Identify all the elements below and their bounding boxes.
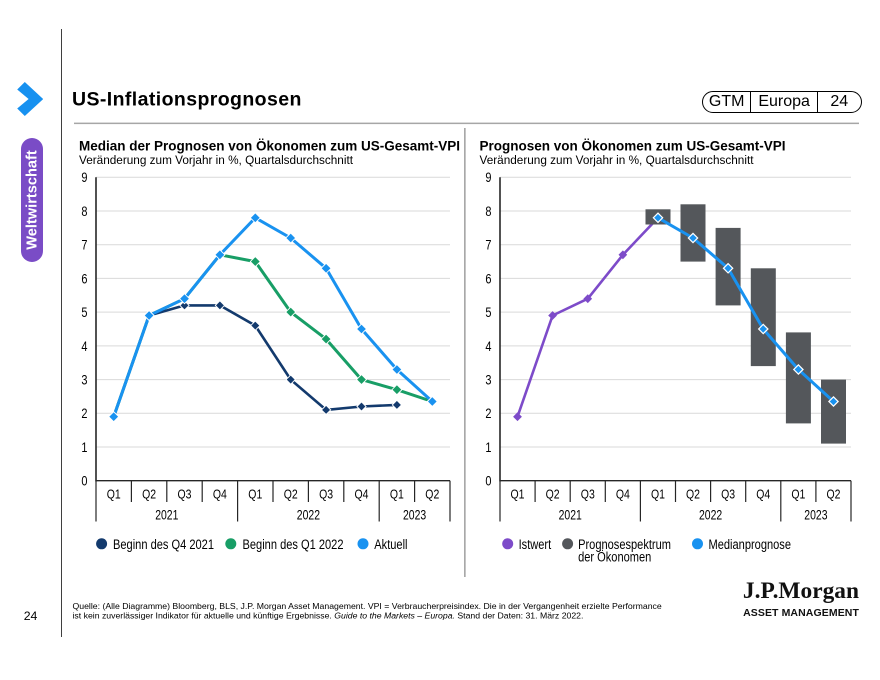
svg-text:Aktuell: Aktuell <box>374 537 407 552</box>
svg-text:8: 8 <box>81 204 87 219</box>
svg-text:Q1: Q1 <box>651 487 665 502</box>
svg-text:24: 24 <box>24 609 38 623</box>
svg-text:Q4: Q4 <box>616 487 630 502</box>
svg-text:9: 9 <box>81 170 87 185</box>
svg-text:3: 3 <box>81 373 87 388</box>
svg-text:Q2: Q2 <box>546 487 560 502</box>
svg-text:0: 0 <box>81 474 87 489</box>
svg-text:2: 2 <box>81 406 87 421</box>
svg-text:Quelle: (Alle Diagramme) Bloom: Quelle: (Alle Diagramme) Bloomberg, BLS,… <box>73 601 662 611</box>
svg-text:2023: 2023 <box>403 508 426 523</box>
svg-text:4: 4 <box>81 339 87 354</box>
svg-text:Medianprognose: Medianprognose <box>709 537 792 552</box>
svg-text:4: 4 <box>485 339 491 354</box>
svg-text:2021: 2021 <box>559 508 582 523</box>
svg-text:Q4: Q4 <box>213 487 227 502</box>
svg-text:der Ökonomen: der Ökonomen <box>578 550 651 565</box>
svg-text:Q2: Q2 <box>425 487 439 502</box>
svg-text:Q1: Q1 <box>248 487 262 502</box>
svg-text:0: 0 <box>485 474 491 489</box>
svg-text:7: 7 <box>485 238 491 253</box>
svg-text:6: 6 <box>485 271 491 286</box>
svg-text:2021: 2021 <box>155 508 178 523</box>
svg-text:Q2: Q2 <box>142 487 156 502</box>
svg-text:J.P.Morgan: J.P.Morgan <box>743 578 859 604</box>
svg-text:2022: 2022 <box>699 508 722 523</box>
svg-text:Q2: Q2 <box>284 487 298 502</box>
svg-text:2: 2 <box>485 406 491 421</box>
svg-text:Q3: Q3 <box>319 487 333 502</box>
svg-text:Q2: Q2 <box>686 487 700 502</box>
svg-text:Q4: Q4 <box>756 487 770 502</box>
svg-text:Q2: Q2 <box>827 487 841 502</box>
svg-text:Q3: Q3 <box>178 487 192 502</box>
svg-text:Istwert: Istwert <box>519 537 552 552</box>
svg-text:5: 5 <box>81 305 87 320</box>
svg-text:Beginn des Q4 2021: Beginn des Q4 2021 <box>113 537 214 552</box>
svg-text:Median der Prognosen von Ökono: Median der Prognosen von Ökonomen zum US… <box>79 138 460 153</box>
svg-text:6: 6 <box>81 271 87 286</box>
svg-text:Prognosen von Ökonomen zum US-: Prognosen von Ökonomen zum US-Gesamt-VPI <box>480 138 786 153</box>
svg-text:US-Inflationsprognosen: US-Inflationsprognosen <box>72 89 302 111</box>
svg-text:Veränderung zum Vorjahr in %,: Veränderung zum Vorjahr in %, Quartalsdu… <box>480 153 755 167</box>
svg-text:Q1: Q1 <box>390 487 404 502</box>
svg-text:Q1: Q1 <box>511 487 525 502</box>
svg-text:7: 7 <box>81 238 87 253</box>
svg-text:9: 9 <box>485 170 491 185</box>
svg-text:ist kein zuverlässiger Indikat: ist kein zuverlässiger Indikator für akt… <box>73 610 584 620</box>
svg-text:Q3: Q3 <box>721 487 735 502</box>
svg-text:2022: 2022 <box>297 508 320 523</box>
svg-text:Q1: Q1 <box>791 487 805 502</box>
svg-text:5: 5 <box>485 305 491 320</box>
svg-text:Weltwirtschaft: Weltwirtschaft <box>25 150 41 250</box>
svg-text:1: 1 <box>81 440 87 455</box>
svg-text:Q3: Q3 <box>581 487 595 502</box>
svg-text:1: 1 <box>485 440 491 455</box>
svg-text:Q1: Q1 <box>107 487 121 502</box>
svg-text:Prognosespektrum: Prognosespektrum <box>578 537 671 552</box>
svg-text:ASSET MANAGEMENT: ASSET MANAGEMENT <box>743 607 859 619</box>
svg-text:Veränderung zum Vorjahr in %,: Veränderung zum Vorjahr in %, Quartalsdu… <box>79 153 354 167</box>
svg-text:8: 8 <box>485 204 491 219</box>
svg-text:Q4: Q4 <box>355 487 369 502</box>
svg-text:3: 3 <box>485 373 491 388</box>
svg-text:2023: 2023 <box>804 508 827 523</box>
svg-text:Beginn des Q1 2022: Beginn des Q1 2022 <box>243 537 344 552</box>
